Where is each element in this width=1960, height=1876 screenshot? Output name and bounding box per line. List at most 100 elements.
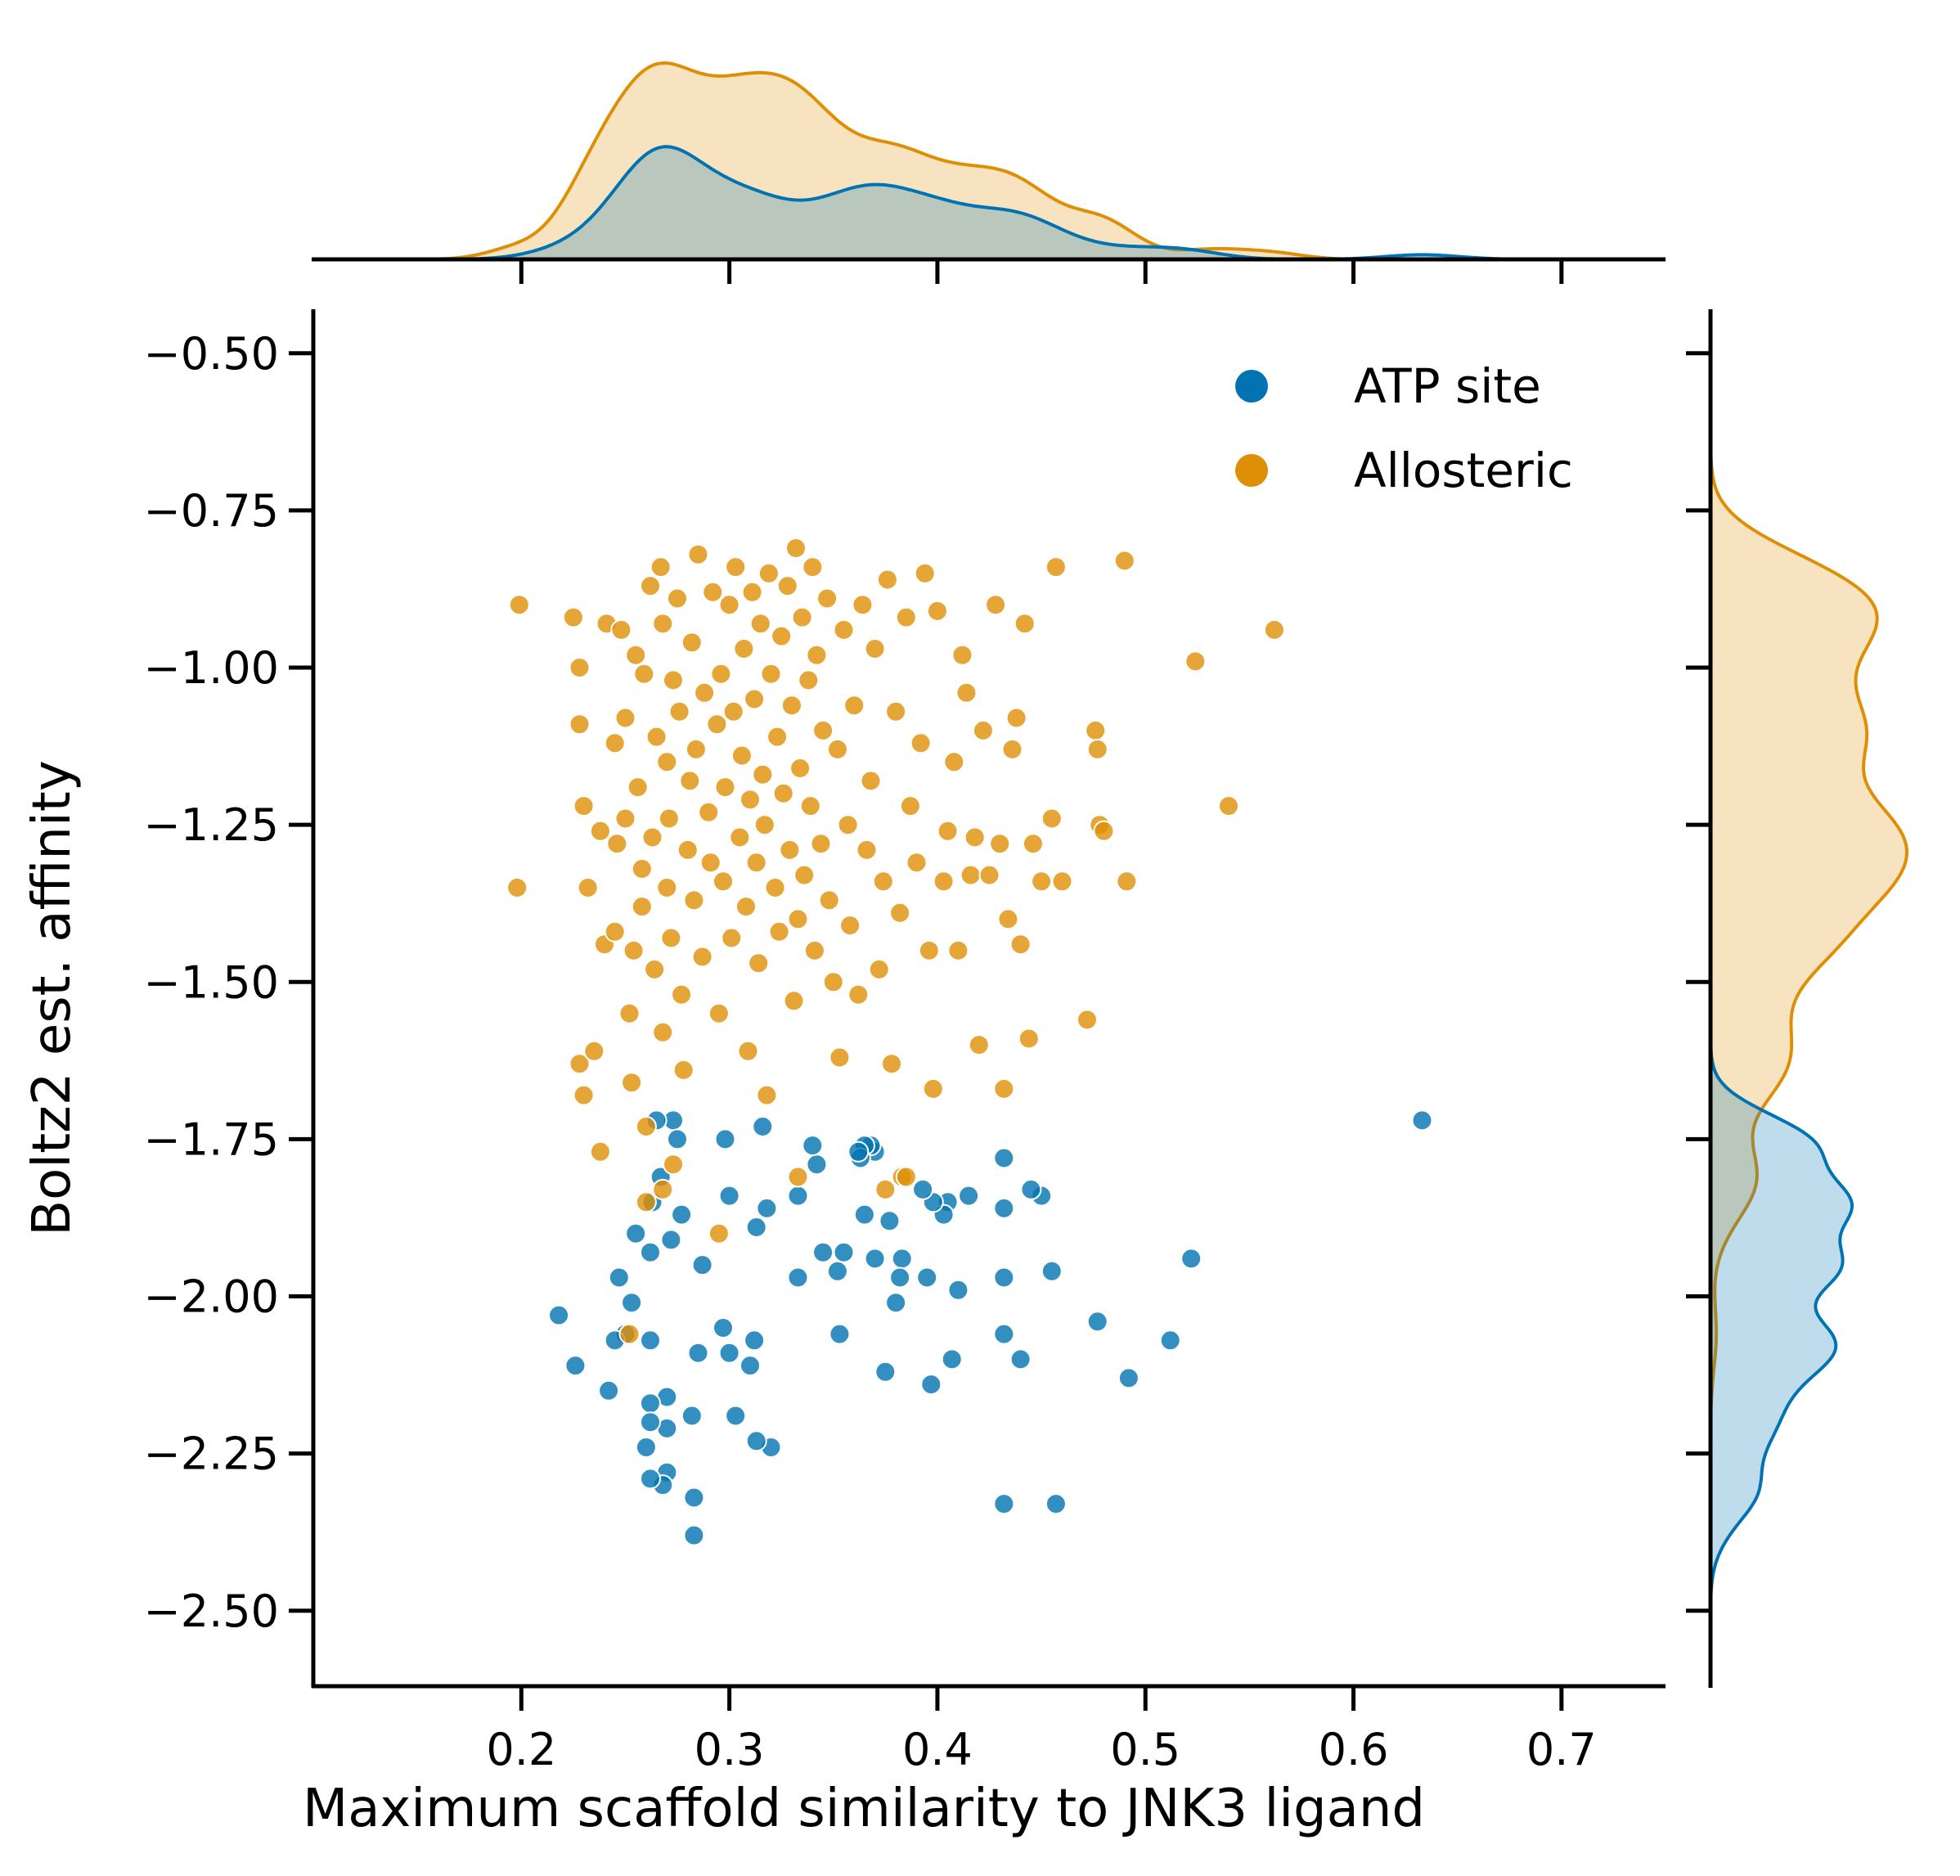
point-allosteric <box>993 1077 1015 1100</box>
point-atp-site <box>621 1292 643 1314</box>
point-allosteric <box>706 713 728 736</box>
point-allosteric <box>672 1059 695 1081</box>
point-atp-site <box>687 1342 709 1364</box>
point-allosteric <box>1086 738 1108 760</box>
point-allosteric <box>631 896 653 918</box>
point-allosteric <box>785 538 807 559</box>
point-allosteric <box>997 908 1019 930</box>
point-allosteric <box>947 939 969 961</box>
point-allosteric <box>663 1154 684 1176</box>
point-atp-site <box>787 1185 809 1207</box>
point-allosteric <box>906 852 928 874</box>
point-allosteric <box>737 1040 759 1062</box>
point-allosteric <box>802 556 824 578</box>
point-allosteric <box>635 1116 657 1137</box>
x-tick-label: 0.4 <box>902 1724 973 1775</box>
point-atp-site <box>714 1128 736 1150</box>
x-tick-label: 0.2 <box>486 1724 556 1775</box>
point-allosteric <box>573 795 595 817</box>
point-atp-site <box>1041 1260 1063 1282</box>
point-allosteric <box>694 682 716 704</box>
point-allosteric <box>652 613 674 635</box>
point-allosteric <box>847 983 870 1005</box>
point-allosteric <box>776 575 798 597</box>
point-atp-site <box>640 1392 661 1415</box>
y-tick-label: −1.50 <box>144 956 279 1008</box>
point-allosteric <box>799 795 821 817</box>
point-allosteric <box>812 719 834 741</box>
point-atp-site <box>718 1342 740 1364</box>
point-allosteric <box>633 663 655 685</box>
point-allosteric <box>933 871 955 893</box>
point-allosteric <box>748 952 770 974</box>
point-allosteric <box>818 889 840 911</box>
point-allosteric <box>725 556 747 578</box>
point-allosteric <box>687 543 709 565</box>
point-allosteric <box>735 896 757 918</box>
point-atp-site <box>640 1241 661 1263</box>
point-allosteric <box>652 1021 674 1043</box>
point-allosteric <box>606 833 628 855</box>
point-allosteric <box>772 782 794 804</box>
y-tick-label: −1.00 <box>144 642 279 694</box>
point-allosteric <box>623 939 645 961</box>
y-tick-label: −2.00 <box>144 1271 279 1323</box>
point-allosteric <box>699 852 722 874</box>
point-allosteric <box>810 833 832 855</box>
point-allosteric <box>779 839 801 861</box>
point-allosteric <box>744 688 766 710</box>
point-atp-site <box>640 1411 661 1433</box>
scatter-points <box>506 538 1433 1546</box>
point-atp-site <box>874 1361 897 1383</box>
point-allosteric <box>937 820 959 842</box>
point-allosteric <box>914 562 936 584</box>
y-tick-label: −2.50 <box>144 1586 279 1637</box>
point-allosteric <box>640 575 661 597</box>
point-allosteric <box>577 877 599 898</box>
point-atp-site <box>739 1355 761 1377</box>
point-allosteric <box>652 1178 674 1200</box>
point-allosteric <box>658 808 680 830</box>
point-atp-site <box>864 1248 886 1270</box>
point-atp-site <box>829 1323 851 1345</box>
legend-label-allosteric: Allosteric <box>1354 443 1573 498</box>
x-axis-label: Maximum scaffold similarity to JNK3 liga… <box>303 1779 1425 1839</box>
point-allosteric <box>708 1002 730 1024</box>
point-allosteric <box>589 1140 611 1163</box>
point-atp-site <box>1117 1367 1140 1389</box>
point-allosteric <box>671 983 693 1005</box>
point-allosteric <box>874 1178 897 1200</box>
point-atp-site <box>745 1217 767 1238</box>
point-atp-site <box>691 1254 713 1276</box>
point-allosteric <box>650 556 672 578</box>
point-allosteric <box>663 669 684 691</box>
point-allosteric <box>951 644 973 666</box>
point-allosteric <box>1093 820 1115 842</box>
top-marginal-kde <box>312 61 1666 284</box>
point-allosteric <box>985 594 1007 616</box>
point-allosteric <box>968 1034 990 1056</box>
point-allosteric <box>702 581 724 603</box>
point-allosteric <box>562 606 584 628</box>
point-allosteric <box>645 726 668 748</box>
point-allosteric <box>589 820 611 842</box>
point-atp-site <box>941 1348 963 1370</box>
point-atp-site <box>958 1185 980 1207</box>
point-allosteric <box>876 569 898 591</box>
point-atp-site <box>912 1178 934 1200</box>
point-allosteric <box>895 1166 917 1188</box>
point-atp-site <box>916 1266 938 1289</box>
point-allosteric <box>798 669 820 691</box>
point-allosteric <box>749 613 771 635</box>
point-atp-site <box>683 1487 705 1509</box>
point-atp-site <box>660 1229 682 1251</box>
point-allosteric <box>839 915 861 937</box>
point-allosteric <box>506 877 528 898</box>
point-allosteric <box>955 682 978 704</box>
point-allosteric <box>833 619 855 641</box>
point-allosteric <box>604 920 626 942</box>
point-allosteric <box>721 927 743 949</box>
point-atp-site <box>1411 1109 1433 1131</box>
point-atp-site <box>752 1116 774 1137</box>
